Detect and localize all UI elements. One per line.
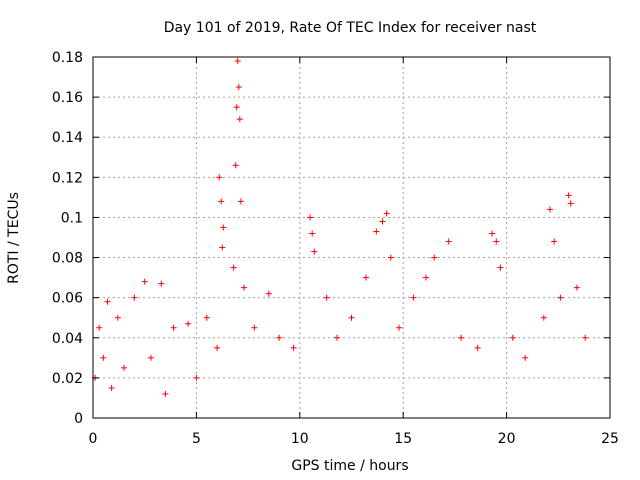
data-point <box>220 224 227 231</box>
data-point <box>362 274 369 281</box>
data-point <box>582 334 589 341</box>
axis-ticks: 0 0.02 0.04 0.06 0.08 0.1 0.12 0.14 0.16 0.18 0 5 10… <box>52 50 619 447</box>
data-points <box>92 58 589 397</box>
data-point <box>265 290 272 297</box>
x-tick-label: 0 <box>89 431 98 447</box>
y-tick-label: 0.18 <box>52 50 83 66</box>
data-point <box>162 390 169 397</box>
x-tick-label: 15 <box>394 431 412 447</box>
plot-frame <box>92 56 611 419</box>
chart-title: Day 101 of 2019, Rate Of TEC Index for r… <box>164 20 537 36</box>
data-point <box>373 228 380 235</box>
data-point <box>551 238 558 245</box>
data-point <box>573 284 580 291</box>
data-point <box>396 324 403 331</box>
data-point <box>232 162 239 169</box>
data-point <box>489 230 496 237</box>
data-point <box>96 324 103 331</box>
data-point <box>410 294 417 301</box>
data-point <box>219 244 226 251</box>
data-point <box>108 384 115 391</box>
data-point <box>216 174 223 181</box>
data-point <box>158 280 165 287</box>
data-point <box>233 104 240 111</box>
data-point <box>379 218 386 225</box>
x-tick-label: 25 <box>601 431 619 447</box>
data-point <box>307 214 314 221</box>
data-point <box>240 284 247 291</box>
y-tick-label: 0.02 <box>52 371 83 387</box>
data-point <box>309 230 316 237</box>
data-point <box>100 354 107 361</box>
data-point <box>251 324 258 331</box>
data-point <box>547 206 554 213</box>
data-point <box>474 344 481 351</box>
data-point <box>497 264 504 271</box>
data-point <box>131 294 138 301</box>
data-point <box>458 334 465 341</box>
data-point <box>540 314 547 321</box>
data-point <box>276 334 283 341</box>
data-point <box>104 298 111 305</box>
data-point <box>141 278 148 285</box>
y-tick-label: 0.16 <box>52 90 83 106</box>
data-point <box>193 374 200 381</box>
data-point <box>230 264 237 271</box>
data-point <box>567 200 574 207</box>
data-point <box>334 334 341 341</box>
x-tick-label: 10 <box>291 431 309 447</box>
y-tick-label: 0.08 <box>52 251 83 267</box>
data-point <box>121 364 128 371</box>
data-point <box>290 344 297 351</box>
data-point <box>348 314 355 321</box>
data-point <box>235 84 242 91</box>
grid <box>93 57 610 418</box>
data-point <box>323 294 330 301</box>
y-tick-label: 0.12 <box>52 170 83 186</box>
data-point <box>234 58 241 65</box>
data-point <box>383 210 390 217</box>
data-point <box>170 324 177 331</box>
data-point <box>387 254 394 261</box>
data-point <box>185 320 192 327</box>
y-tick-label: 0.06 <box>52 291 83 307</box>
y-tick-label: 0 <box>74 411 83 427</box>
data-point <box>557 294 564 301</box>
data-point <box>565 192 572 199</box>
data-point <box>236 116 243 123</box>
data-point <box>422 274 429 281</box>
data-point <box>509 334 516 341</box>
data-point <box>431 254 438 261</box>
data-point <box>218 198 225 205</box>
data-point <box>493 238 500 245</box>
x-axis-label: GPS time / hours <box>291 458 408 474</box>
y-tick-label: 0.04 <box>52 331 83 347</box>
data-point <box>147 354 154 361</box>
data-point <box>114 314 121 321</box>
y-tick-label: 0.1 <box>61 210 83 226</box>
y-axis-label: ROTI / TECUs <box>6 192 22 284</box>
data-point <box>311 248 318 255</box>
data-point <box>214 344 221 351</box>
x-tick-label: 20 <box>498 431 516 447</box>
x-tick-label: 5 <box>192 431 201 447</box>
data-point <box>237 198 244 205</box>
data-point <box>522 354 529 361</box>
y-tick-label: 0.14 <box>52 130 83 146</box>
data-point <box>203 314 210 321</box>
data-point <box>445 238 452 245</box>
